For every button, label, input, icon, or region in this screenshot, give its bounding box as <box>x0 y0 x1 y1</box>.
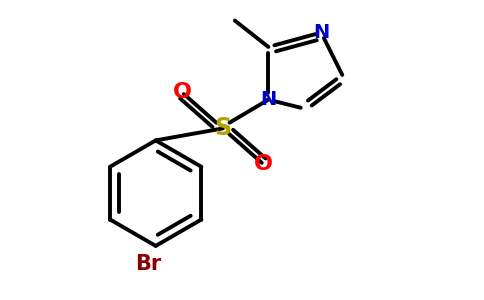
Text: O: O <box>173 82 192 103</box>
Text: Br: Br <box>136 254 162 274</box>
Text: N: N <box>260 90 276 109</box>
Text: N: N <box>313 23 329 42</box>
Text: S: S <box>214 116 231 140</box>
Text: O: O <box>254 154 273 174</box>
